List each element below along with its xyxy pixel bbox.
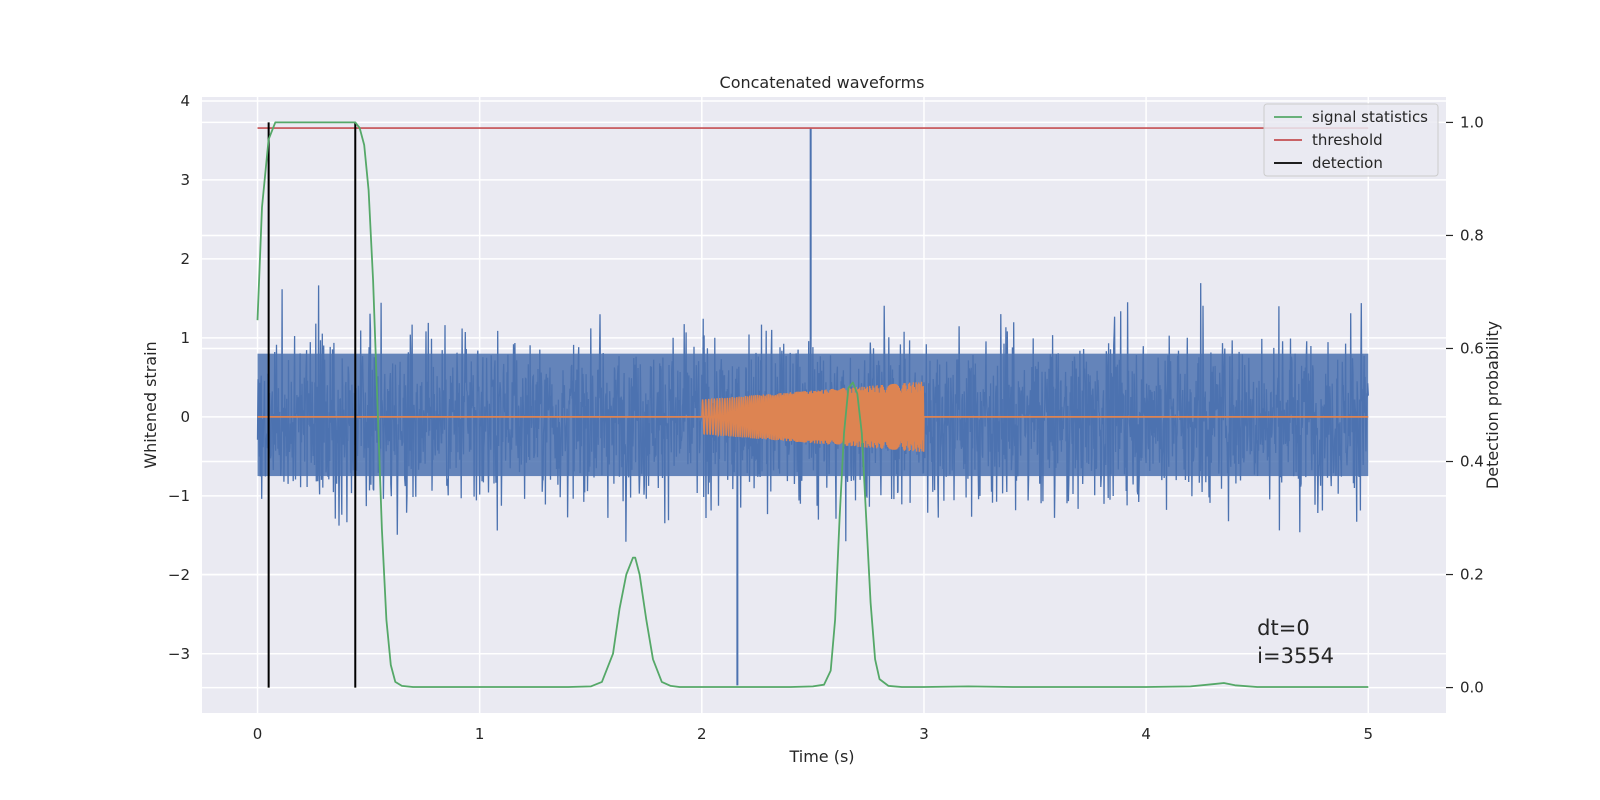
y-tick-label: −2 <box>168 566 190 584</box>
annotation-index: i=3554 <box>1257 644 1334 668</box>
y2-tick-label: 0.8 <box>1460 226 1484 244</box>
x-axis-ticks: 0 1 2 3 4 5 <box>253 725 1373 743</box>
annotation-dt: dt=0 <box>1257 616 1310 640</box>
x-tick-label: 4 <box>1141 725 1151 743</box>
x-tick-label: 3 <box>919 725 929 743</box>
legend-frame <box>1263 103 1439 177</box>
x-tick-label: 1 <box>475 725 485 743</box>
series-chirp <box>701 381 925 452</box>
x-tick-label: 5 <box>1363 725 1373 743</box>
y-axis-label: Whitened strain <box>141 341 160 468</box>
y2-tick-label: 1.0 <box>1460 113 1484 131</box>
y2-axis-label: Detection probability <box>1483 321 1502 489</box>
y-tick-label: 3 <box>180 171 190 189</box>
x-tick-label: 2 <box>697 725 707 743</box>
y-tick-label: 2 <box>180 250 190 268</box>
legend-label-threshold: threshold <box>1312 131 1383 149</box>
y-tick-label: −1 <box>168 487 190 505</box>
annotation: dt=0 i=3554 <box>1257 616 1334 668</box>
legend-label-detection: detection <box>1312 154 1383 172</box>
y-tick-label: 1 <box>180 329 190 347</box>
legend-label-signal-statistics: signal statistics <box>1312 108 1428 126</box>
y2-tick-label: 0.2 <box>1460 566 1484 584</box>
y2-tick-label: 0.0 <box>1460 679 1484 697</box>
series-layer <box>256 121 1369 688</box>
y-tick-label: 0 <box>180 408 190 426</box>
y-tick-label: −3 <box>168 645 190 663</box>
right-axis-ticks: 0.0 0.2 0.4 0.6 0.8 1.0 <box>1446 113 1484 697</box>
y2-tick-label: 0.6 <box>1460 339 1484 357</box>
chart-title: Concatenated waveforms <box>720 73 925 92</box>
x-tick-label: 0 <box>253 725 263 743</box>
legend: signal statistics threshold detection <box>1263 103 1439 177</box>
y2-tick-label: 0.4 <box>1460 453 1484 471</box>
y-tick-label: 4 <box>180 92 190 110</box>
series-signal-statistics <box>256 121 1369 688</box>
left-axis-ticks: −3 −2 −1 0 1 2 3 4 <box>168 92 190 663</box>
x-axis-label: Time (s) <box>788 747 854 766</box>
